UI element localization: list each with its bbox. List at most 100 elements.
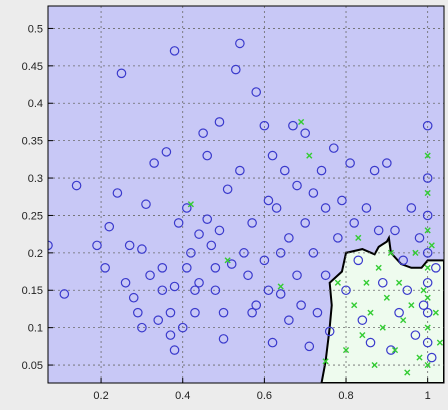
circle-point [182, 263, 192, 273]
circle-point [202, 214, 213, 224]
circle-point [243, 270, 253, 281]
cross-point [379, 324, 386, 331]
circle-point [275, 289, 286, 299]
cross-point [404, 369, 411, 376]
y-tick-label: 0.05 [22, 360, 43, 372]
cross-stroke [383, 294, 390, 301]
cross-point [224, 257, 231, 264]
circle-point [377, 277, 388, 288]
circle-point [251, 300, 262, 311]
circle-point [165, 330, 176, 340]
circle-point [292, 270, 302, 281]
circle-point [198, 128, 208, 138]
circle-point [349, 218, 359, 228]
circle-point [48, 240, 53, 251]
y-tick-label: 0.25 [22, 210, 43, 222]
circle-point [153, 315, 164, 325]
cross-stroke [359, 332, 366, 339]
circle-point [345, 158, 355, 168]
circle-point [104, 221, 115, 232]
circle-point [312, 307, 323, 318]
circle-point [300, 128, 310, 138]
cross-point [412, 249, 419, 256]
cross-stroke [400, 317, 407, 324]
axes-box [47, 5, 445, 384]
circle-point [222, 184, 233, 195]
circle-point [341, 285, 351, 296]
circle-point [141, 199, 151, 210]
circle-point [320, 270, 331, 281]
circle-point [259, 255, 270, 266]
cross-point [424, 294, 431, 301]
x-tick-label: 1 [425, 390, 431, 402]
cross-stroke [408, 302, 415, 309]
y-tick-label: 0.5 [28, 23, 43, 35]
circle-point [402, 285, 413, 296]
cross-point [351, 302, 358, 309]
circle-point [394, 307, 404, 318]
circle-point [267, 337, 278, 348]
cross-point [424, 361, 431, 369]
circle-point [390, 225, 400, 236]
circle-point [194, 229, 204, 239]
circle-point [133, 307, 143, 318]
cross-point [383, 294, 390, 301]
cross-stroke [187, 201, 194, 208]
circle-point [226, 259, 237, 269]
circle-point [292, 180, 302, 191]
circle-point [137, 322, 147, 333]
circle-point [410, 330, 421, 340]
circle-point [182, 203, 192, 213]
circle-point [308, 248, 319, 258]
circle-point [426, 352, 437, 363]
circle-point [59, 289, 70, 299]
circle-point [422, 120, 433, 131]
cross-stroke [432, 309, 439, 316]
circle-point [382, 158, 392, 168]
circle-point [112, 188, 123, 198]
circle-point [190, 285, 200, 296]
circle-point [137, 244, 147, 254]
circle-point [124, 240, 135, 251]
circle-point [206, 240, 217, 251]
circle-point [218, 307, 229, 318]
cross-stroke [424, 264, 431, 271]
cross-point [424, 152, 431, 159]
cross-stroke [306, 152, 313, 159]
circle-point [398, 255, 408, 266]
cross-stroke [387, 249, 395, 256]
cross-point [298, 118, 305, 126]
circle-point [145, 270, 155, 281]
y-tick-label: 0.4 [28, 98, 43, 110]
cross-stroke [375, 264, 382, 271]
circle-point [173, 218, 184, 228]
circle-point [337, 195, 347, 206]
circle-point [230, 64, 241, 75]
circle-point [214, 117, 225, 127]
cross-point [408, 302, 415, 309]
circle-point [157, 263, 168, 273]
y-tick-label: 0.1 [28, 323, 43, 335]
circle-point [284, 315, 294, 325]
y-tick-label: 0.15 [22, 285, 43, 297]
circle-point [120, 277, 131, 288]
circle-point [418, 300, 429, 311]
cross-point [424, 264, 431, 271]
y-tick-label: 0.45 [22, 61, 43, 73]
cross-point [367, 309, 374, 316]
circle-point [169, 345, 180, 355]
circle-point [165, 307, 176, 318]
circle-point [267, 150, 278, 161]
circle-point [128, 292, 139, 303]
cross-point [420, 287, 427, 294]
circle-point [161, 147, 172, 157]
cross-stroke [424, 294, 431, 301]
circle-point [304, 341, 315, 352]
circle-point [247, 307, 257, 318]
circle-point [333, 233, 343, 243]
circle-point [279, 165, 290, 176]
circle-point [169, 46, 180, 56]
x-tick-label: 0.8 [338, 390, 353, 402]
cross-stroke [424, 189, 431, 197]
